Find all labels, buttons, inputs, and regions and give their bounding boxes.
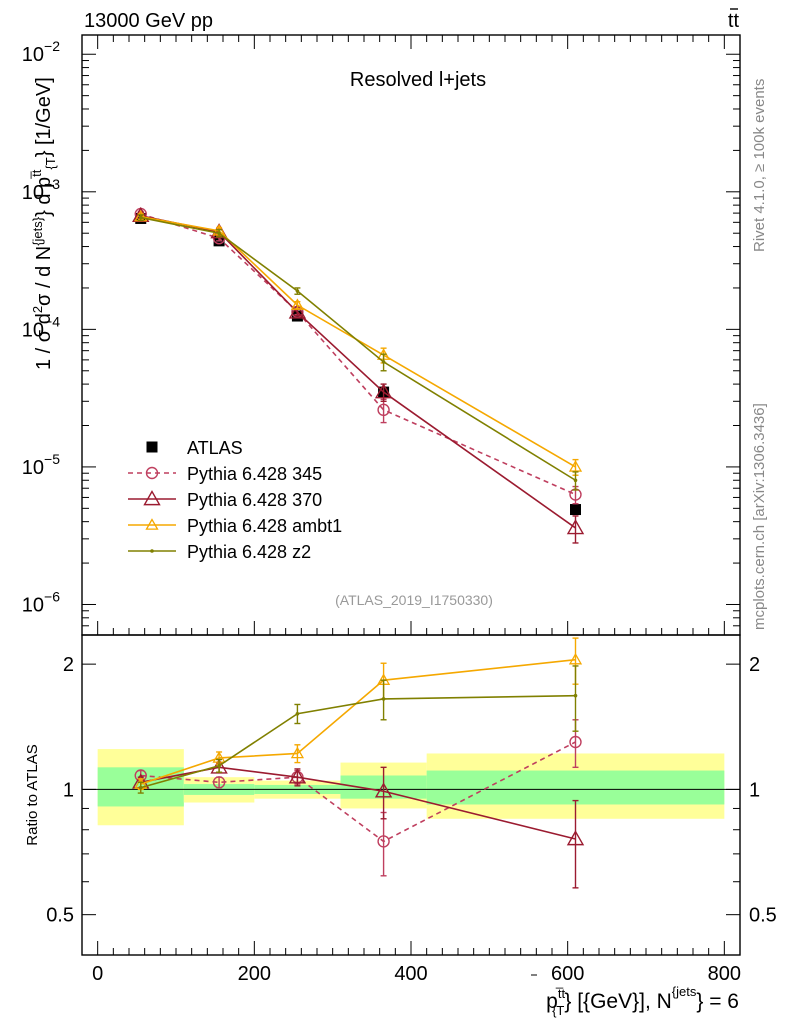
ratio-data-point <box>295 711 300 716</box>
main-y-tick-label: 10−4 <box>22 313 60 341</box>
legend-marker <box>150 549 154 553</box>
ratio-y-tick-label: 1 <box>63 779 74 801</box>
x-tick-label: 800 <box>708 963 741 985</box>
ratio-data-point <box>377 835 390 848</box>
header-left: 13000 GeV pp <box>84 10 213 32</box>
data-point <box>573 478 578 483</box>
ratio-data-point <box>212 776 226 789</box>
ratio-data-point <box>568 652 583 665</box>
ratio-y-axis: 0.5 0.5 1 1 2 2 <box>46 654 777 956</box>
main-y-tick-exp: −2 <box>44 38 60 54</box>
main-x-ticks <box>97 35 725 635</box>
main-y-tick-exp: −6 <box>44 588 60 604</box>
rivet-label: Rivet 4.1.0, ≥ 100k events <box>751 79 768 252</box>
ratio-data-point <box>374 782 393 798</box>
main-y-axis: 10−610−510−410−310−2 <box>22 38 740 636</box>
ratio-bands <box>97 749 725 826</box>
xlabel-rest: } [{GeV}], N <box>564 990 671 1013</box>
legend-marker <box>143 490 161 506</box>
data-point <box>217 231 221 236</box>
main-y-tick-label: 10−5 <box>22 451 60 479</box>
ratio-y-tick-label-right: 0.5 <box>749 905 777 927</box>
xlabel-end: } = 6 <box>696 990 739 1013</box>
data-point <box>570 504 581 516</box>
main-y-tick-base: 10 <box>22 457 44 479</box>
legend-label: Pythia 6.428 370 <box>187 490 322 510</box>
ratio-y-tick-label: 0.5 <box>46 905 74 927</box>
legend-label: ATLAS <box>187 438 243 458</box>
data-point <box>290 298 305 310</box>
ratio-panel: 0.5 0.5 1 1 2 2 0 200 400 600 800 <box>46 634 777 985</box>
main-y-tick-exp: −3 <box>44 176 60 192</box>
legend-marker <box>146 441 158 453</box>
ylabel-part1: 1 / σ d <box>33 313 55 370</box>
ratio-y-tick-label: 2 <box>63 654 74 676</box>
header-right: tt <box>728 10 740 32</box>
ratio-band-green <box>426 770 725 805</box>
x-tick-label: 600 <box>551 963 584 985</box>
ratio-data-point <box>290 746 305 759</box>
ratio-data-point <box>217 763 221 768</box>
x-tick-label: 400 <box>394 963 427 985</box>
ylabel-part4: } [1/GeV] <box>33 77 55 157</box>
ylabel-sub3: {T <box>43 157 58 169</box>
main-y-tick-label: 10−3 <box>22 176 60 204</box>
ratio-y-tick-label-right: 1 <box>749 779 760 801</box>
main-y-tick-base: 10 <box>22 182 44 204</box>
ratio-data-point <box>381 697 386 701</box>
main-y-tick-base: 10 <box>22 44 44 66</box>
legend-label: Pythia 6.428 z2 <box>187 542 311 562</box>
ylabel-part2: σ / d N <box>33 246 55 306</box>
data-point <box>374 383 393 399</box>
xlabel-sup2: {jets <box>672 984 697 999</box>
main-ylabel: 1 / σ d2σ / d N{jets}} d pt̅t{T} [1/GeV] <box>29 77 58 370</box>
main-y-tick-base: 10 <box>22 319 44 341</box>
header-right-t2: t <box>733 10 739 32</box>
ratio-series <box>132 637 585 889</box>
data-point <box>568 460 583 472</box>
legend-label: Pythia 6.428 345 <box>187 464 322 484</box>
data-point <box>381 360 386 364</box>
ratio-ylabel: Ratio to ATLAS <box>24 744 41 845</box>
data-point <box>566 519 585 535</box>
ylabel-sup1: 2 <box>30 306 45 313</box>
main-y-tick-base: 10 <box>22 594 44 616</box>
main-series <box>132 206 585 544</box>
legend-marker <box>145 466 159 480</box>
ylabel-part3: } d p <box>33 177 55 217</box>
legend: ATLAS Pythia 6.428 345 Pythia 6.428 370 Pyt… <box>128 438 342 562</box>
ratio-y-tick-label-right: 2 <box>749 654 760 676</box>
x-tick-label: 200 <box>238 963 271 985</box>
ratio-data-point <box>138 785 143 790</box>
main-y-tick-exp: −4 <box>44 313 60 329</box>
legend-marker <box>145 518 159 530</box>
legend-label: Pythia 6.428 ambt1 <box>187 516 342 536</box>
header-right-t1: t <box>728 10 734 32</box>
xlabel-sup: t̅t <box>555 986 565 1001</box>
x-tick-label: 0 <box>92 963 103 985</box>
ylabel-sup2: {jets} <box>30 216 45 246</box>
data-point <box>377 403 390 417</box>
x-axis: 0 200 400 600 800 <box>92 941 741 985</box>
ratio-data-point <box>566 830 585 846</box>
watermark: (ATLAS_2019_I1750330) <box>335 592 493 608</box>
x-axis-label: pt̅t {T} [{GeV}], N{jets} = 6 <box>546 984 739 1018</box>
main-y-tick-label: 10−6 <box>22 588 60 616</box>
main-y-tick-exp: −5 <box>44 451 60 467</box>
main-frame <box>81 34 741 636</box>
main-panel: 10−610−510−410−310−2 Resolved l+jets (AT… <box>22 34 741 636</box>
mcplots-label: mcplots.cern.ch [arXiv:1306.3436] <box>751 403 768 630</box>
data-point <box>295 289 300 293</box>
main-y-tick-label: 10−2 <box>22 38 60 66</box>
ylabel-sup3: t̅t <box>29 169 44 179</box>
ratio-data-point <box>573 693 578 698</box>
ratio-data-point <box>288 768 307 784</box>
ratio-data-point <box>569 735 582 749</box>
xlabel-p: p <box>546 990 558 1013</box>
main-title: Resolved l+jets <box>350 69 486 91</box>
data-point <box>138 215 143 220</box>
xlabel-sub: {T <box>552 1003 564 1018</box>
data-point <box>288 303 307 319</box>
